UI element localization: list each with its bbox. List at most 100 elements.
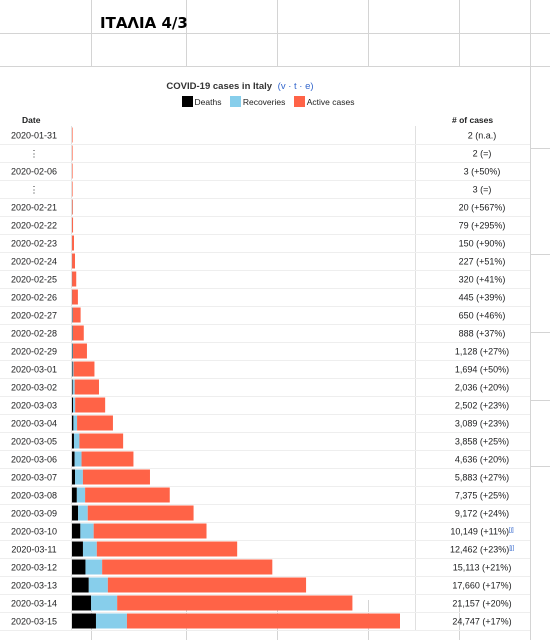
bar-segment-deaths (72, 559, 86, 575)
date-label: 2020-03-13 (11, 581, 57, 591)
bar-segment-active-cases (75, 397, 106, 413)
bar-segment-active-cases (93, 523, 207, 539)
bar-segment-active-cases (72, 127, 73, 143)
case-count-label: 3 (=) (473, 185, 492, 195)
bar-segment-recoveries (95, 613, 127, 629)
bar-segment-recoveries (76, 487, 86, 503)
case-count-label: 150 (+90%) (459, 239, 506, 249)
bar-segment-recoveries (82, 541, 97, 557)
date-label: 2020-02-28 (11, 329, 57, 339)
bar-segment-recoveries (72, 361, 74, 377)
case-count-label: 3,858 (+25%) (455, 437, 509, 447)
date-label: 2020-03-15 (11, 617, 57, 627)
date-label: 2020-03-12 (11, 563, 57, 573)
date-label: 2020-02-24 (11, 257, 57, 267)
bar-segment-deaths (72, 487, 77, 503)
date-label: 2020-03-06 (11, 455, 57, 465)
case-count-label: 24,747 (+17%) (452, 617, 511, 627)
legend-swatch-deaths (181, 96, 193, 107)
bar-segment-deaths (72, 469, 76, 485)
date-label: 2020-03-14 (11, 599, 57, 609)
bar-segment-active-cases (72, 235, 74, 251)
date-label: 2020-02-06 (11, 167, 57, 177)
bar-segment-deaths (72, 397, 74, 413)
bar-segment-active-cases (87, 505, 194, 521)
bar-segment-active-cases (102, 559, 273, 575)
date-label: 2020-03-04 (11, 419, 57, 429)
bar-segment-active-cases (117, 595, 353, 611)
bar-segment-active-cases (82, 469, 150, 485)
bar-segment-deaths (72, 613, 96, 629)
case-count-label: 4,636 (+20%) (455, 455, 509, 465)
case-count-label: 79 (+295%) (459, 221, 506, 231)
bar-segment-active-cases (73, 343, 87, 359)
bar-segment-active-cases (72, 145, 73, 161)
date-label: ⋮ (30, 185, 39, 195)
bar-segment-recoveries (74, 451, 82, 467)
bar-segment-recoveries (91, 595, 118, 611)
bar-segment-deaths (72, 379, 73, 395)
date-label: 2020-03-02 (11, 383, 57, 393)
case-count-label: 2 (=) (473, 149, 492, 159)
bar-segment-recoveries (85, 559, 103, 575)
bar-segment-active-cases (74, 379, 99, 395)
chart-legend: Deaths Recoveries Active cases (0, 96, 530, 107)
bar-segment-active-cases (72, 163, 73, 179)
date-label: 2020-03-10 (11, 527, 57, 537)
case-count-label: 445 (+39%) (459, 293, 506, 303)
case-count-label: 2,036 (+20%) (455, 383, 509, 393)
case-count-label: 3,089 (+23%) (455, 419, 509, 429)
case-count-label: 12,462 (+23%)[j] (450, 545, 514, 555)
bar-segment-recoveries (72, 307, 73, 323)
bar-segment-recoveries (72, 325, 73, 341)
date-label: 2020-03-03 (11, 401, 57, 411)
bar-segment-active-cases (72, 289, 78, 305)
date-label: 2020-02-23 (11, 239, 57, 249)
chart-title-text: COVID-19 cases in Italy (166, 81, 273, 92)
bar-segment-active-cases (72, 253, 76, 269)
bar-segment-active-cases (77, 415, 113, 431)
bar-segment-active-cases (72, 217, 74, 233)
case-count-label: 888 (+37%) (459, 329, 506, 339)
cases-column-header: # of cases (452, 115, 494, 125)
bar-segment-recoveries (80, 523, 94, 539)
legend-swatch-active-cases (293, 96, 305, 107)
date-label: 2020-02-27 (11, 311, 57, 321)
date-column-header: Date (22, 115, 41, 125)
legend-swatch-recoveries (229, 96, 241, 107)
date-label: ⋮ (30, 149, 39, 159)
date-label: 2020-03-01 (11, 365, 57, 375)
bar-segment-recoveries (75, 469, 83, 485)
case-count-label: 15,113 (+21%) (453, 563, 512, 573)
date-label: 2020-02-25 (11, 275, 57, 285)
legend-label-recoveries: Recoveries (242, 97, 286, 107)
bar-segment-deaths (72, 451, 75, 467)
bar-segment-active-cases (126, 613, 401, 629)
chart-title: COVID-19 cases in Italy (v · t · e) (0, 81, 480, 92)
bar-segment-recoveries (72, 379, 75, 395)
bar-segment-deaths (72, 595, 92, 611)
bar-segment-active-cases (72, 325, 84, 341)
bar-segment-recoveries (72, 343, 74, 359)
bar-segment-deaths (72, 361, 73, 377)
bar-segment-active-cases (85, 487, 170, 503)
bar-segment-recoveries (78, 505, 88, 521)
case-count-label: 320 (+41%) (459, 275, 506, 285)
bar-segment-active-cases (79, 433, 124, 449)
legend-label-deaths: Deaths (194, 97, 222, 107)
footnote-mark[interactable]: [j] (509, 546, 514, 552)
spreadsheet-title-cell[interactable]: ΙΤΑΛΙΑ 4/3 (100, 14, 188, 32)
bar-segment-active-cases (72, 307, 81, 323)
footnote-mark[interactable]: [j] (509, 528, 514, 534)
date-label: 2020-02-21 (11, 203, 57, 213)
date-label: 2020-01-31 (11, 131, 57, 141)
chart-title-links[interactable]: (v · t · e) (277, 81, 314, 92)
bar-segment-active-cases (72, 271, 77, 287)
case-count-label: 7,375 (+25%) (455, 491, 509, 501)
case-count-label: 2 (n.a.) (468, 131, 497, 141)
case-count-label: 20 (+567%) (459, 203, 506, 213)
case-count-label: 9,172 (+24%) (455, 509, 509, 519)
date-label: 2020-03-05 (11, 437, 57, 447)
